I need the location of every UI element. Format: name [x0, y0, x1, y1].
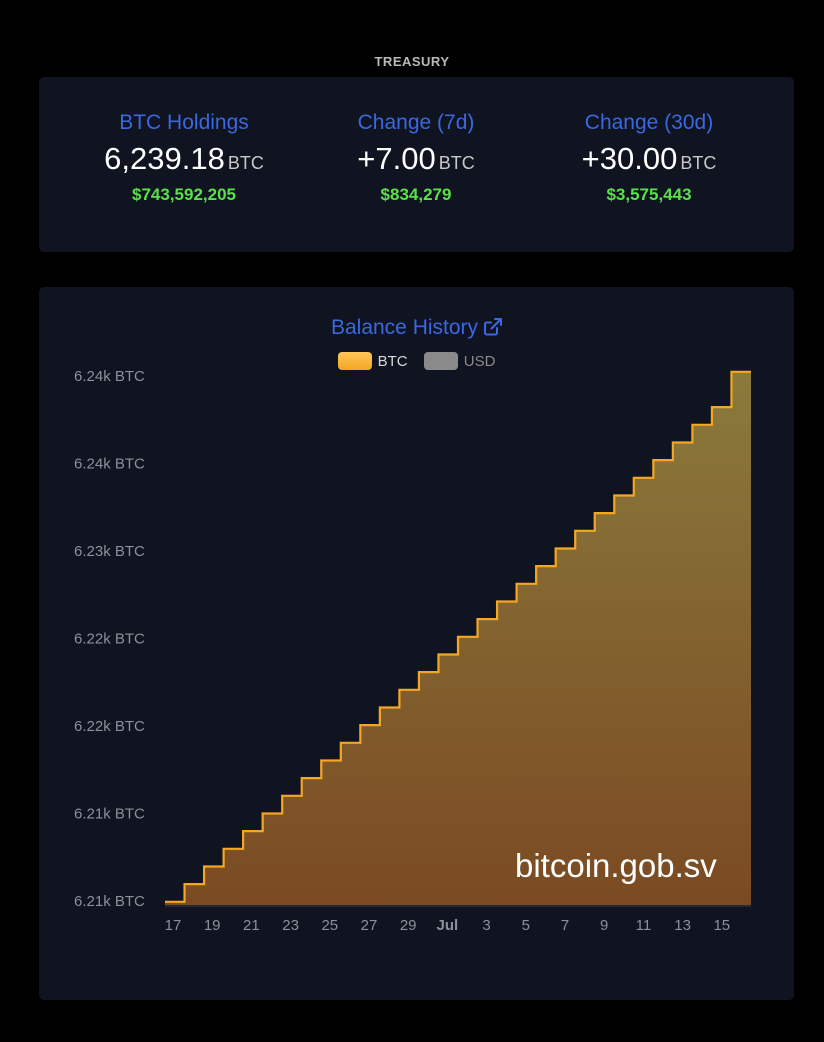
stat-label: BTC Holdings — [119, 111, 249, 134]
x-tick-label: 13 — [674, 917, 691, 934]
stat-btc-holdings: BTC Holdings 6,239.18 BTC $743,592,205 — [59, 111, 309, 205]
x-tick-label: 3 — [482, 917, 490, 934]
balance-history-chart: 17 19 21 23 25 27 29 Jul 3 5 7 9 11 13 15 6.24k BTC 6.24… — [74, 368, 751, 934]
stat-unit: BTC — [680, 153, 717, 173]
stat-change-7d: Change (7d) +7.00 BTC $834,279 — [291, 111, 541, 205]
x-tick-label: 17 — [165, 917, 182, 934]
watermark: bitcoin.gob.sv — [515, 847, 717, 884]
x-tick-label: 27 — [361, 917, 378, 934]
chart-legend: BTC USD — [39, 352, 794, 370]
external-link-icon[interactable] — [484, 318, 503, 336]
x-tick-label: 15 — [713, 917, 730, 934]
x-tick-label: 9 — [600, 917, 608, 934]
stat-change-30d: Change (30d) +30.00 BTC $3,575,443 — [524, 111, 774, 205]
y-tick-label: 6.22k BTC — [74, 631, 145, 648]
y-tick-label: 6.24k BTC — [74, 368, 145, 385]
stat-unit: BTC — [227, 153, 264, 173]
section-title: TREASURY — [374, 54, 450, 69]
stat-label: Change (30d) — [584, 111, 714, 134]
chart-title[interactable]: Balance History — [39, 316, 794, 340]
x-tick-label: 21 — [243, 917, 260, 934]
stat-usd: $834,279 — [380, 185, 452, 204]
x-tick-label: 19 — [204, 917, 221, 934]
y-tick-label: 6.24k BTC — [74, 456, 145, 473]
stat-usd: $3,575,443 — [606, 185, 692, 204]
stat-usd: $743,592,205 — [132, 185, 236, 204]
stat-value: +7.00 — [357, 141, 436, 176]
chart-title-text[interactable]: Balance History — [330, 316, 479, 339]
stat-unit: BTC — [438, 153, 475, 173]
legend-item-usd[interactable]: USD — [423, 352, 495, 370]
x-tick-label: 25 — [321, 917, 338, 934]
y-tick-label: 6.21k BTC — [74, 806, 145, 823]
x-tick-label: 7 — [561, 917, 569, 934]
x-tick-label: 23 — [282, 917, 299, 934]
x-tick-label: 29 — [400, 917, 417, 934]
y-tick-label: 6.22k BTC — [74, 718, 145, 735]
x-tick-label: Jul — [437, 917, 459, 934]
y-tick-label: 6.21k BTC — [74, 893, 145, 910]
x-tick-label: 11 — [636, 917, 652, 934]
stat-value: +30.00 — [581, 141, 678, 176]
chart-card: 17 19 21 23 25 27 29 Jul 3 5 7 9 11 13 15 6.24k BTC 6.24… — [39, 287, 794, 1000]
legend-item-btc[interactable]: BTC — [337, 352, 408, 370]
y-tick-label: 6.23k BTC — [74, 543, 145, 560]
legend-swatch-btc — [337, 352, 372, 370]
stat-value: 6,239.18 — [104, 141, 225, 176]
stats-card: BTC Holdings 6,239.18 BTC $743,592,205 Ch… — [39, 77, 794, 252]
x-tick-label: 5 — [522, 917, 530, 934]
legend-swatch-usd — [423, 352, 458, 370]
btc-series-line — [165, 370, 751, 903]
stat-label: Change (7d) — [357, 111, 475, 134]
